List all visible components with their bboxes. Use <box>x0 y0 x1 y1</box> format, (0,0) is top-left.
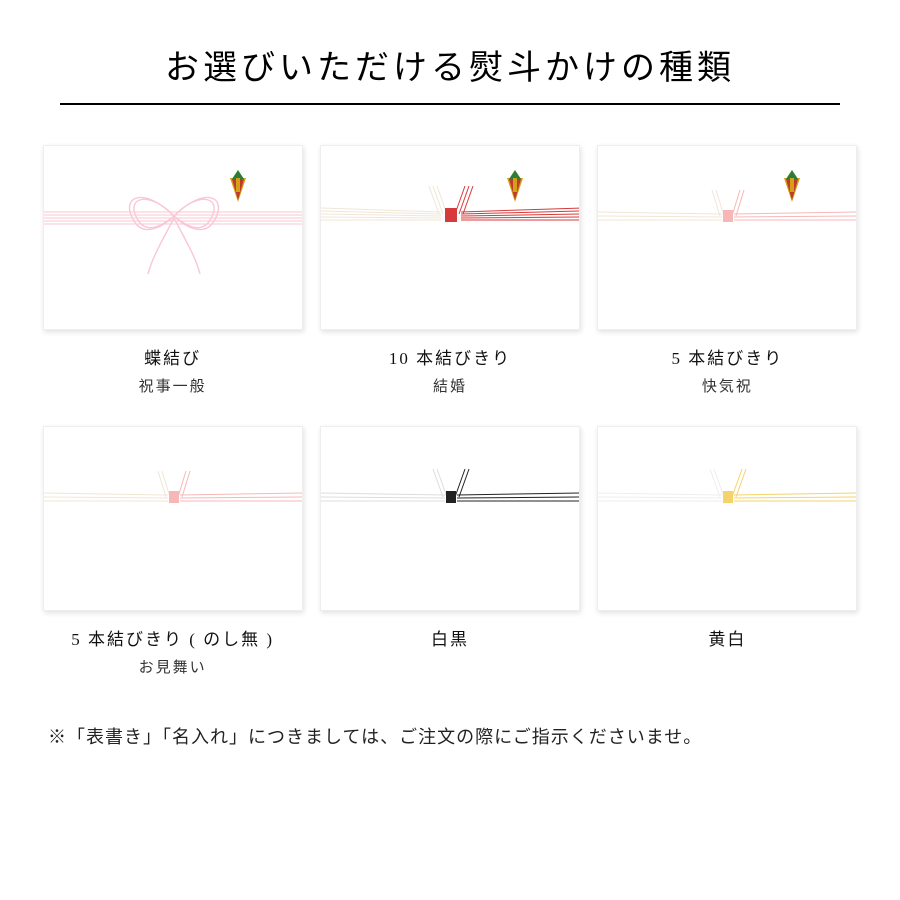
noshi-emblem-icon <box>505 168 525 202</box>
noshi-label-main: 10 本結びきり <box>389 344 511 369</box>
noshi-label-sub: 結婚 <box>433 375 467 396</box>
noshi-card-yw <box>597 426 857 611</box>
footnote-text: ※「表書き」「名入れ」につきましては、ご注文の際にご指示くださいませ。 <box>20 723 880 749</box>
noshi-option: 5 本結びきり ( のし無 ) お見舞い <box>40 426 305 677</box>
noshi-grid: 蝶結び 祝事一般 <box>20 145 880 677</box>
page-title: お選びいただける熨斗かけの種類 <box>60 40 840 105</box>
noshi-label-main: 黄白 <box>708 625 746 650</box>
musubikiri-5-plain-icon <box>44 427 303 611</box>
noshi-card-chou <box>43 145 303 330</box>
noshi-option: 10 本結びきり 結婚 <box>317 145 582 396</box>
noshi-label-main: 5 本結びきり <box>671 344 783 369</box>
noshi-card-bw <box>320 426 580 611</box>
musubikiri-10-icon <box>321 146 580 330</box>
kishiro-icon <box>598 427 857 611</box>
noshi-option: 蝶結び 祝事一般 <box>40 145 305 396</box>
noshi-option: 5 本結びきり 快気祝 <box>595 145 860 396</box>
noshi-label-main: 5 本結びきり ( のし無 ) <box>71 625 274 650</box>
noshi-emblem-icon <box>228 168 248 202</box>
noshi-label-main: 蝶結び <box>144 344 201 369</box>
bow-knot-icon <box>44 146 303 330</box>
noshi-label-sub: 祝事一般 <box>139 375 207 396</box>
noshi-option: 白黒 <box>317 426 582 677</box>
noshi-card-5-nonoshi <box>43 426 303 611</box>
noshi-emblem-icon <box>782 168 802 202</box>
noshi-card-5 <box>597 145 857 330</box>
musubikiri-5-icon <box>598 146 857 330</box>
shirokuro-icon <box>321 427 580 611</box>
noshi-card-10 <box>320 145 580 330</box>
noshi-label-sub: お見舞い <box>139 656 207 677</box>
noshi-option: 黄白 <box>595 426 860 677</box>
noshi-label-sub: 快気祝 <box>702 375 753 396</box>
noshi-label-main: 白黒 <box>431 625 469 650</box>
